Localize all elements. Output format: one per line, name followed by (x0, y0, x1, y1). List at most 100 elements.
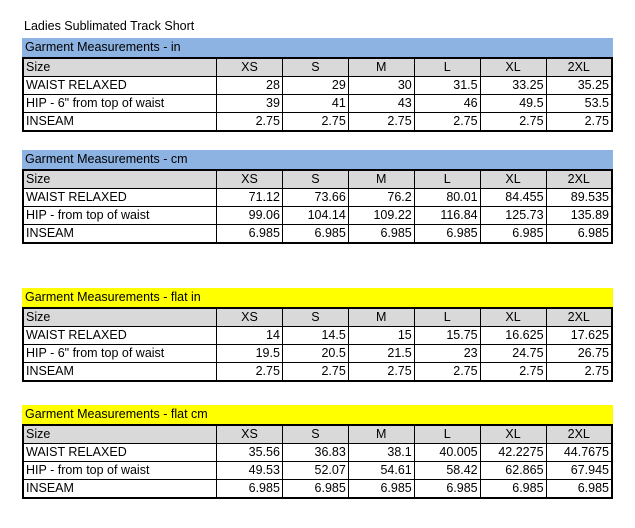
table-row: HIP - 6" from top of waist 19.5 20.5 21.5 23… (22, 344, 613, 363)
measurement-table: Size XS S M L XL 2XL WAIST RELAXED 35.56 36.83 38.… (22, 424, 613, 499)
table-row: INSEAM 6.985 6.985 6.985 6.985 6.985 6.985 (22, 479, 613, 499)
value-cell: 109.22 (347, 206, 415, 225)
header-cell: M (347, 307, 415, 327)
value-cell: 6.985 (347, 224, 415, 244)
value-cell: 49.5 (479, 94, 547, 113)
header-cell: Size (22, 57, 217, 77)
value-cell: 35.25 (545, 76, 613, 95)
value-cell: 135.89 (545, 206, 613, 225)
sheet-title: Ladies Sublimated Track Short (24, 19, 195, 33)
value-cell: 99.06 (216, 206, 283, 225)
value-cell: 62.865 (479, 461, 547, 480)
value-cell: 28 (216, 76, 283, 95)
table-row: WAIST RELAXED 28 29 30 31.5 33.25 35.25 (22, 76, 613, 95)
header-cell: S (281, 307, 349, 327)
value-cell: 6.985 (545, 479, 613, 499)
value-cell: 6.985 (281, 224, 349, 244)
header-cell: XS (216, 307, 283, 327)
value-cell: 2.75 (479, 362, 547, 382)
value-cell: 53.5 (545, 94, 613, 113)
measurement-label: HIP - from top of waist (22, 461, 217, 480)
header-cell: 2XL (545, 424, 613, 444)
measurement-label: INSEAM (22, 479, 217, 499)
value-cell: 2.75 (479, 112, 547, 132)
value-cell: 17.625 (545, 326, 613, 345)
header-cell: L (413, 169, 481, 189)
value-cell: 84.455 (479, 188, 547, 207)
header-cell: L (413, 307, 481, 327)
value-cell: 2.75 (545, 112, 613, 132)
value-cell: 89.535 (545, 188, 613, 207)
measurement-table: Size XS S M L XL 2XL WAIST RELAXED 14 14.5 15 15.75… (22, 307, 613, 382)
value-cell: 16.625 (479, 326, 547, 345)
section-heading: Garment Measurements - flat cm (22, 405, 613, 424)
value-cell: 6.985 (281, 479, 349, 499)
measurement-label: INSEAM (22, 362, 217, 382)
value-cell: 23 (413, 344, 481, 363)
header-cell: Size (22, 424, 217, 444)
measurement-label: HIP - from top of waist (22, 206, 217, 225)
header-cell: S (281, 169, 349, 189)
header-cell: 2XL (545, 307, 613, 327)
value-cell: 2.75 (413, 362, 481, 382)
header-cell: XS (216, 169, 283, 189)
value-cell: 2.75 (216, 362, 283, 382)
header-cell: XL (479, 424, 547, 444)
value-cell: 52.07 (281, 461, 349, 480)
measurement-label: HIP - 6" from top of waist (22, 344, 217, 363)
table-row: WAIST RELAXED 35.56 36.83 38.1 40.005 42.2275… (22, 443, 613, 462)
header-cell: XL (479, 307, 547, 327)
value-cell: 20.5 (281, 344, 349, 363)
measurement-section: Garment Measurements - flat in Size XS S M L X… (22, 288, 613, 382)
section-heading: Garment Measurements - cm (22, 150, 613, 169)
header-cell: XS (216, 424, 283, 444)
measurement-section: Garment Measurements - flat cm Size XS S M L X… (22, 405, 613, 499)
value-cell: 6.985 (479, 479, 547, 499)
measurement-table: Size XS S M L XL 2XL WAIST RELAXED 71.12 73.66 76.… (22, 169, 613, 244)
header-cell: L (413, 424, 481, 444)
value-cell: 2.75 (281, 112, 349, 132)
measurement-label: HIP - 6" from top of waist (22, 94, 217, 113)
value-cell: 6.985 (216, 224, 283, 244)
measurement-label: INSEAM (22, 224, 217, 244)
value-cell: 76.2 (347, 188, 415, 207)
table-row: INSEAM 2.75 2.75 2.75 2.75 2.75 2.75 (22, 362, 613, 382)
measurement-label: WAIST RELAXED (22, 443, 217, 462)
table-row: WAIST RELAXED 71.12 73.66 76.2 80.01 84.455 89… (22, 188, 613, 207)
header-cell: XS (216, 57, 283, 77)
header-cell: S (281, 57, 349, 77)
value-cell: 15.75 (413, 326, 481, 345)
header-cell: XL (479, 169, 547, 189)
value-cell: 6.985 (545, 224, 613, 244)
value-cell: 116.84 (413, 206, 481, 225)
value-cell: 14.5 (281, 326, 349, 345)
value-cell: 6.985 (413, 479, 481, 499)
table-row: HIP - 6" from top of waist 39 41 43 46 49.5 53… (22, 94, 613, 113)
value-cell: 33.25 (479, 76, 547, 95)
value-cell: 36.83 (281, 443, 349, 462)
measurement-label: WAIST RELAXED (22, 76, 217, 95)
value-cell: 6.985 (413, 224, 481, 244)
value-cell: 19.5 (216, 344, 283, 363)
value-cell: 73.66 (281, 188, 349, 207)
header-cell: M (347, 57, 415, 77)
value-cell: 21.5 (347, 344, 415, 363)
table-row: HIP - from top of waist 49.53 52.07 54.61 58… (22, 461, 613, 480)
value-cell: 71.12 (216, 188, 283, 207)
header-row: Size XS S M L XL 2XL (22, 424, 613, 444)
value-cell: 43 (347, 94, 415, 113)
section-heading: Garment Measurements - in (22, 38, 613, 57)
value-cell: 6.985 (216, 479, 283, 499)
value-cell: 40.005 (413, 443, 481, 462)
value-cell: 2.75 (347, 112, 415, 132)
table-row: INSEAM 2.75 2.75 2.75 2.75 2.75 2.75 (22, 112, 613, 132)
table-row: HIP - from top of waist 99.06 104.14 109.22… (22, 206, 613, 225)
value-cell: 80.01 (413, 188, 481, 207)
header-cell: Size (22, 307, 217, 327)
value-cell: 2.75 (216, 112, 283, 132)
header-cell: M (347, 424, 415, 444)
header-cell: M (347, 169, 415, 189)
value-cell: 104.14 (281, 206, 349, 225)
header-cell: 2XL (545, 169, 613, 189)
value-cell: 39 (216, 94, 283, 113)
